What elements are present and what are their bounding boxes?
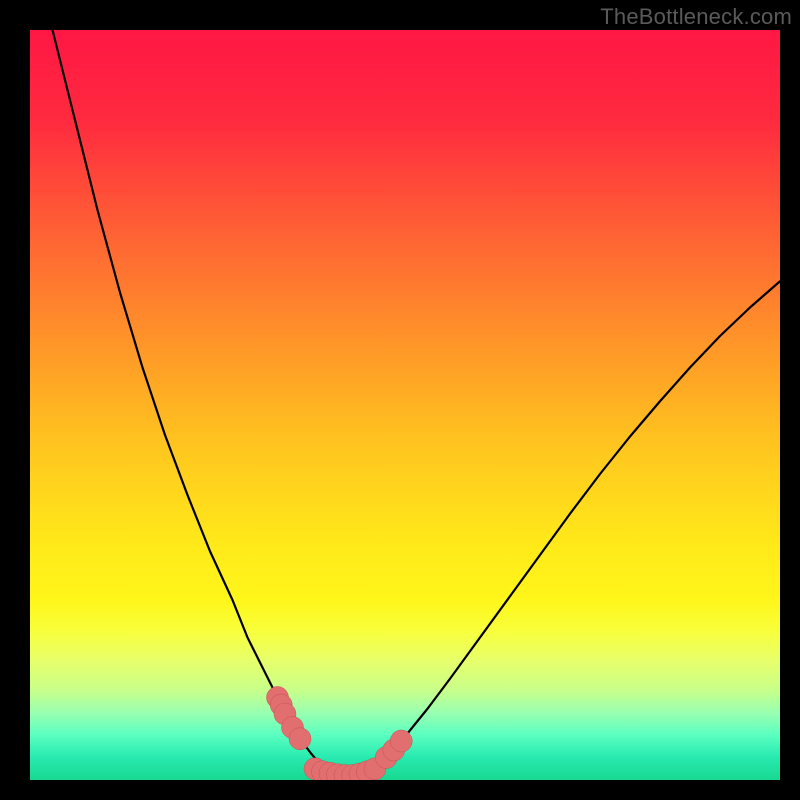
bottleneck-curve-chart: [30, 30, 780, 780]
gradient-background: [30, 30, 780, 780]
plot-area: [30, 30, 780, 780]
marker-left: [289, 728, 311, 750]
watermark-text: TheBottleneck.com: [600, 4, 792, 30]
marker-right: [390, 730, 412, 752]
chart-container: TheBottleneck.com: [0, 0, 800, 800]
